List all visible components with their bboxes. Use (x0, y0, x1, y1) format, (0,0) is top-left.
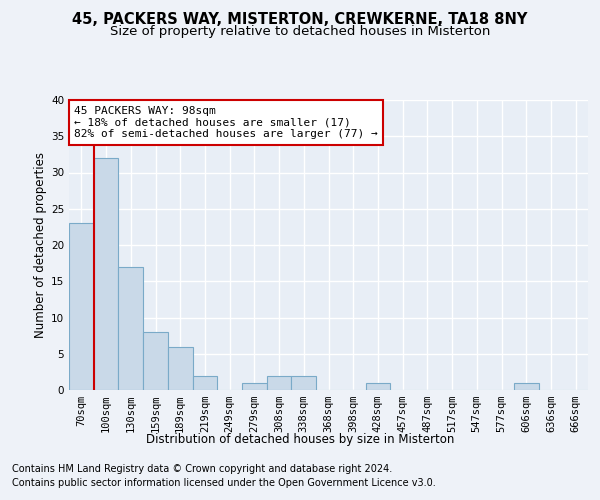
Bar (193, 376, 217, 390)
Bar (292, 376, 316, 390)
Bar (267, 376, 292, 390)
Text: 45 PACKERS WAY: 98sqm
← 18% of detached houses are smaller (17)
82% of semi-deta: 45 PACKERS WAY: 98sqm ← 18% of detached … (74, 106, 378, 139)
Bar (143, 332, 168, 390)
Text: Distribution of detached houses by size in Misterton: Distribution of detached houses by size … (146, 432, 454, 446)
Text: Size of property relative to detached houses in Misterton: Size of property relative to detached ho… (110, 24, 490, 38)
Bar (94, 158, 118, 390)
Bar (168, 346, 193, 390)
Bar (242, 383, 267, 390)
Bar (365, 383, 390, 390)
Bar (69, 223, 94, 390)
Y-axis label: Number of detached properties: Number of detached properties (34, 152, 47, 338)
Text: Contains HM Land Registry data © Crown copyright and database right 2024.: Contains HM Land Registry data © Crown c… (12, 464, 392, 474)
Bar (118, 267, 143, 390)
Text: 45, PACKERS WAY, MISTERTON, CREWKERNE, TA18 8NY: 45, PACKERS WAY, MISTERTON, CREWKERNE, T… (73, 12, 527, 28)
Bar (514, 383, 539, 390)
Text: Contains public sector information licensed under the Open Government Licence v3: Contains public sector information licen… (12, 478, 436, 488)
